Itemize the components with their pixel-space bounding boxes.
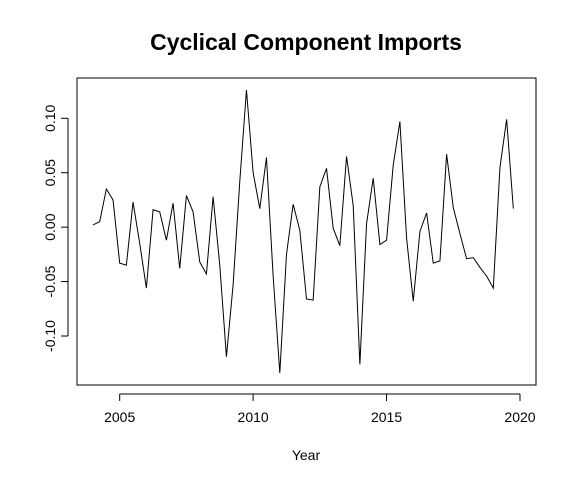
chart-title: Cyclical Component Imports (150, 29, 462, 55)
x-axis-title: Year (292, 447, 321, 463)
y-tick-label: -0.10 (42, 320, 58, 352)
x-tick-label: 2020 (504, 409, 535, 425)
plot-frame (76, 77, 537, 386)
y-tick-label: -0.05 (42, 265, 58, 297)
x-tick-label: 2010 (238, 409, 269, 425)
x-tick-label: 2005 (104, 409, 135, 425)
x-axis: 2005 2010 2015 2020 (104, 393, 536, 425)
y-tick-label: 0.05 (42, 159, 58, 186)
y-tick-label: 0.00 (42, 213, 58, 240)
x-tick-label: 2015 (371, 409, 402, 425)
y-axis: -0.10 -0.05 0.00 0.05 0.10 (42, 104, 69, 352)
y-tick-label: 0.10 (42, 104, 58, 131)
series-line (92, 89, 514, 374)
